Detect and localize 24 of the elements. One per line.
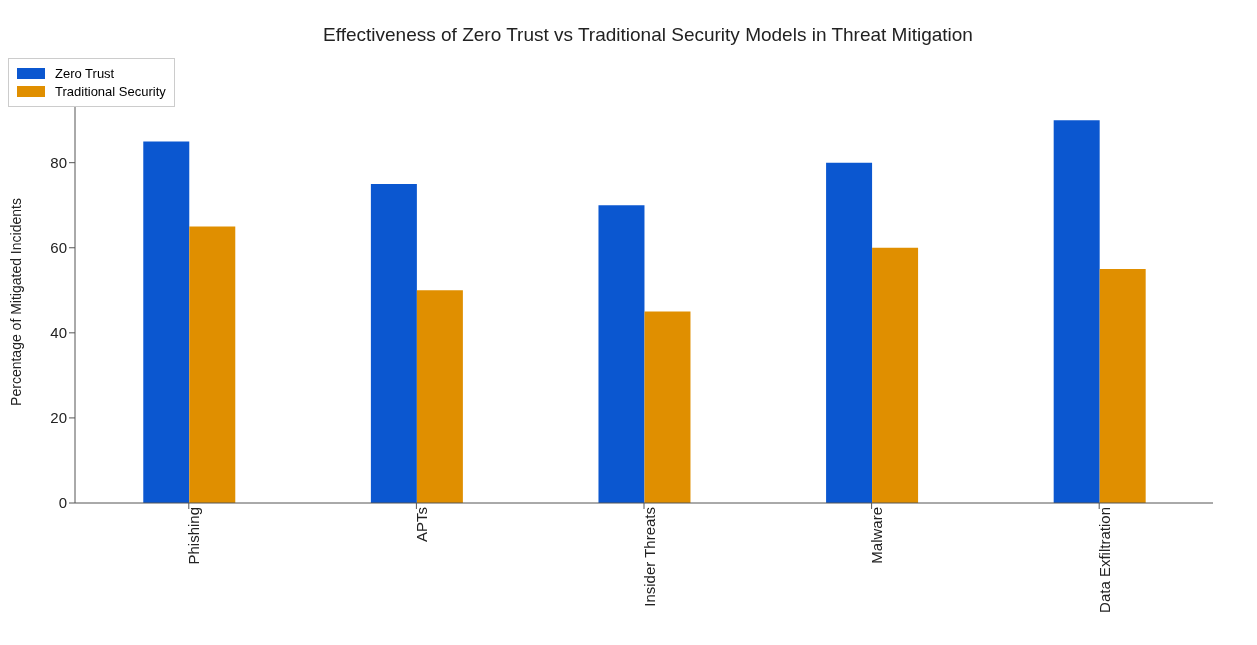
bar xyxy=(872,247,919,503)
legend-label: Traditional Security xyxy=(55,84,166,99)
bar xyxy=(143,141,190,503)
bar xyxy=(370,183,417,503)
bar xyxy=(1099,269,1146,503)
bar xyxy=(416,290,463,503)
y-tick-label: 80 xyxy=(50,154,67,172)
chart-title: Effectiveness of Zero Trust vs Traditional Security Models in Threat Mitigation xyxy=(322,24,974,46)
y-axis-title: Percentage of Mitigated Incidents xyxy=(7,198,24,406)
bar xyxy=(598,205,645,503)
y-tick-label: 0 xyxy=(58,494,67,512)
bar xyxy=(1053,120,1100,503)
y-tick-label: 20 xyxy=(50,409,67,427)
x-tick-label: APTs xyxy=(413,507,431,543)
y-tick-label: 40 xyxy=(50,324,67,342)
x-tick-label: Phishing xyxy=(185,507,203,565)
x-tick-label: Insider Threats xyxy=(640,507,658,607)
legend-label: Zero Trust xyxy=(55,66,115,81)
bar xyxy=(826,162,873,503)
bar xyxy=(644,311,691,503)
x-tick-label: Malware xyxy=(868,507,886,564)
y-tick-label: 60 xyxy=(50,239,67,257)
bar xyxy=(189,226,236,503)
x-tick-label: Data Exfiltration xyxy=(1095,507,1113,613)
